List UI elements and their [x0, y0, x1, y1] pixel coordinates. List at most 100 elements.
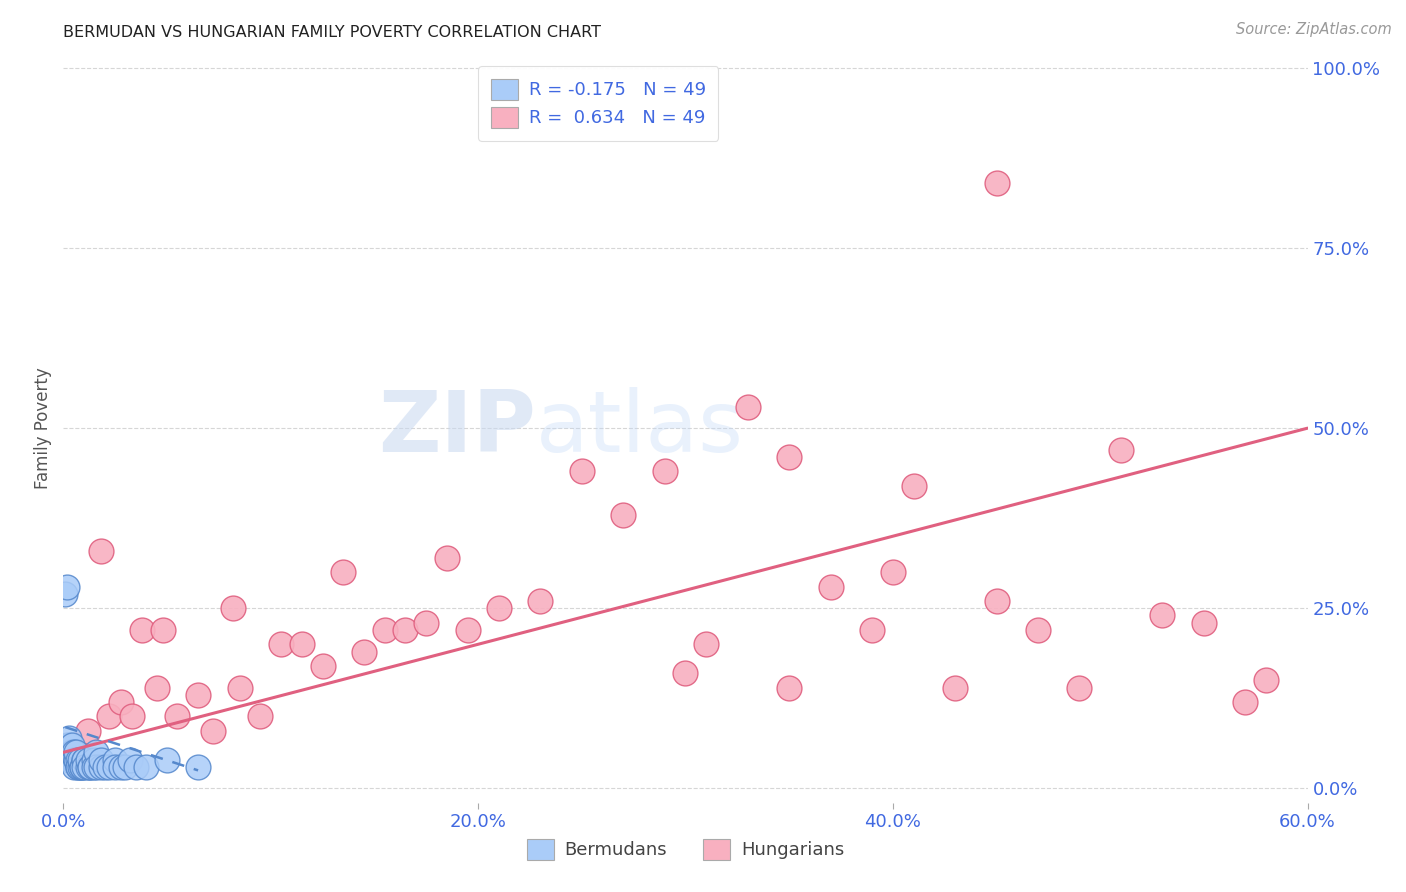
- Point: [70, 760, 93, 774]
- Point: [311, 659, 333, 673]
- Point: [77, 760, 100, 774]
- Point: [654, 464, 676, 478]
- Point: [152, 623, 174, 637]
- Point: [145, 681, 167, 695]
- Point: [1026, 623, 1049, 637]
- Point: [93, 760, 117, 774]
- Text: atlas: atlas: [536, 386, 744, 470]
- Point: [457, 623, 479, 637]
- Point: [58, 745, 80, 759]
- Point: [83, 753, 105, 767]
- Point: [222, 601, 245, 615]
- Point: [110, 760, 132, 774]
- Point: [62, 745, 84, 759]
- Point: [104, 753, 127, 767]
- Point: [249, 709, 271, 723]
- Point: [60, 745, 83, 759]
- Point: [66, 760, 89, 774]
- Point: [79, 760, 101, 774]
- Point: [97, 760, 120, 774]
- Point: [79, 760, 101, 774]
- Legend: Bermudans, Hungarians: Bermudans, Hungarians: [517, 830, 853, 869]
- Point: [90, 543, 112, 558]
- Point: [332, 566, 354, 580]
- Point: [65, 745, 87, 759]
- Point: [90, 753, 112, 767]
- Point: [415, 615, 437, 630]
- Point: [118, 753, 141, 767]
- Point: [56, 580, 79, 594]
- Point: [612, 508, 634, 522]
- Point: [69, 760, 91, 774]
- Point: [986, 594, 1008, 608]
- Point: [903, 479, 925, 493]
- Point: [436, 550, 458, 565]
- Point: [60, 745, 83, 759]
- Point: [58, 753, 80, 767]
- Point: [62, 753, 84, 767]
- Point: [860, 623, 883, 637]
- Point: [737, 400, 759, 414]
- Point: [62, 760, 84, 774]
- Point: [166, 709, 188, 723]
- Point: [70, 760, 93, 774]
- Point: [943, 681, 966, 695]
- Point: [73, 753, 96, 767]
- Point: [374, 623, 396, 637]
- Text: BERMUDAN VS HUNGARIAN FAMILY POVERTY CORRELATION CHART: BERMUDAN VS HUNGARIAN FAMILY POVERTY COR…: [63, 25, 602, 40]
- Point: [62, 753, 84, 767]
- Point: [58, 731, 80, 745]
- Point: [270, 637, 292, 651]
- Point: [156, 753, 179, 767]
- Point: [820, 580, 842, 594]
- Point: [90, 760, 112, 774]
- Point: [58, 738, 80, 752]
- Point: [353, 644, 375, 658]
- Point: [131, 623, 153, 637]
- Point: [77, 753, 100, 767]
- Point: [86, 760, 108, 774]
- Point: [291, 637, 314, 651]
- Point: [65, 753, 87, 767]
- Point: [125, 760, 148, 774]
- Point: [97, 709, 120, 723]
- Point: [83, 760, 105, 774]
- Point: [73, 760, 96, 774]
- Point: [882, 566, 904, 580]
- Point: [187, 688, 209, 702]
- Point: [529, 594, 551, 608]
- Point: [1152, 608, 1174, 623]
- Point: [675, 666, 697, 681]
- Point: [135, 760, 157, 774]
- Point: [62, 745, 84, 759]
- Point: [60, 753, 83, 767]
- Point: [77, 723, 100, 738]
- Point: [73, 753, 96, 767]
- Point: [69, 753, 91, 767]
- Text: ZIP: ZIP: [378, 386, 536, 470]
- Text: Source: ZipAtlas.com: Source: ZipAtlas.com: [1236, 22, 1392, 37]
- Point: [104, 760, 127, 774]
- Point: [778, 450, 800, 464]
- Point: [394, 623, 416, 637]
- Point: [986, 176, 1008, 190]
- Point: [1192, 615, 1215, 630]
- Point: [121, 709, 143, 723]
- Point: [488, 601, 510, 615]
- Point: [1109, 442, 1132, 457]
- Point: [60, 738, 83, 752]
- Point: [56, 738, 79, 752]
- Point: [1256, 673, 1278, 688]
- Point: [1069, 681, 1091, 695]
- Point: [53, 587, 76, 601]
- Point: [571, 464, 593, 478]
- Point: [228, 681, 250, 695]
- Point: [114, 760, 136, 774]
- Point: [187, 760, 209, 774]
- Point: [695, 637, 717, 651]
- Point: [110, 695, 132, 709]
- Point: [778, 681, 800, 695]
- Point: [66, 753, 89, 767]
- Point: [1234, 695, 1257, 709]
- Point: [201, 723, 224, 738]
